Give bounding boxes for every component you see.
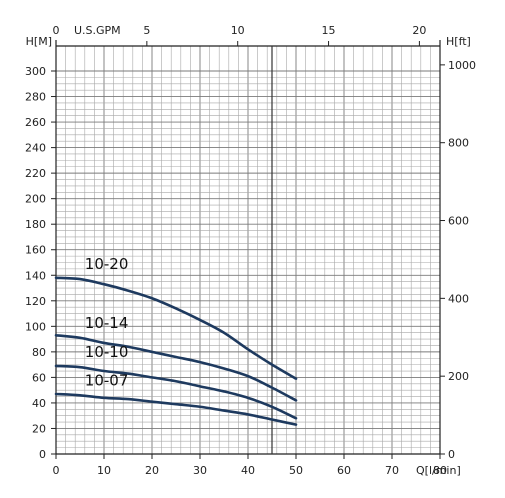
y-tick-label: 140 [25,269,46,282]
series-line-10-14 [54,333,298,402]
x-tick-label: 80 [433,464,447,477]
y-tick-label: 300 [25,65,46,78]
y-tick-label: 100 [25,320,46,333]
right-tick-label: 400 [448,292,469,305]
series-line-10-07 [54,392,298,426]
y-tick-label: 280 [25,91,46,104]
right-tick-label: 1000 [448,59,476,72]
right-tick-label: 0 [448,448,455,461]
right-tick-label: 800 [448,137,469,150]
left-axis-label: H[M] [26,35,52,48]
top-tick-label: 20 [412,24,426,37]
y-tick-label: 0 [39,448,46,461]
y-tick-label: 240 [25,142,46,155]
bottom-axis-label: Q[l/min] [416,464,461,477]
x-tick-label: 0 [53,464,60,477]
axes: 0 10 20 30 40 50 60 70 80Q[l/min]020406080100120… [25,24,476,477]
series-label-10-07: 10-07 [85,371,129,389]
y-tick-label: 60 [32,371,46,384]
series-label-10-14: 10-14 [85,314,129,332]
series-label-10-20: 10-20 [85,255,129,273]
x-tick-label: 60 [337,464,351,477]
series-line-10-10 [54,364,298,420]
right-tick-label: 600 [448,215,469,228]
x-tick-label: 20 [145,464,159,477]
y-tick-label: 20 [32,422,46,435]
top-tick-label: 0 [53,24,60,37]
labels: 10-20 10-14 10-10 10-07 [85,255,129,389]
y-tick-label: 40 [32,397,46,410]
top-axis-label: U.S.GPM [74,24,121,37]
top-tick-label: 5 [143,24,150,37]
x-tick-label: 70 [385,464,399,477]
series [54,276,298,426]
x-tick-label: 50 [289,464,303,477]
x-tick-label: 30 [193,464,207,477]
y-tick-label: 180 [25,218,46,231]
y-tick-label: 80 [32,346,46,359]
series-line-10-20 [54,276,298,380]
series-label-10-10: 10-10 [85,343,129,361]
top-tick-label: 15 [322,24,336,37]
y-tick-label: 160 [25,244,46,257]
y-tick-label: 260 [25,116,46,129]
y-tick-label: 120 [25,295,46,308]
y-tick-label: 200 [25,193,46,206]
x-tick-label: 40 [241,464,255,477]
right-tick-label: 200 [448,370,469,383]
y-tick-label: 220 [25,167,46,180]
grid [55,46,441,455]
right-axis-label: H[ft] [446,35,471,48]
top-tick-label: 10 [231,24,245,37]
x-tick-label: 10 [97,464,111,477]
